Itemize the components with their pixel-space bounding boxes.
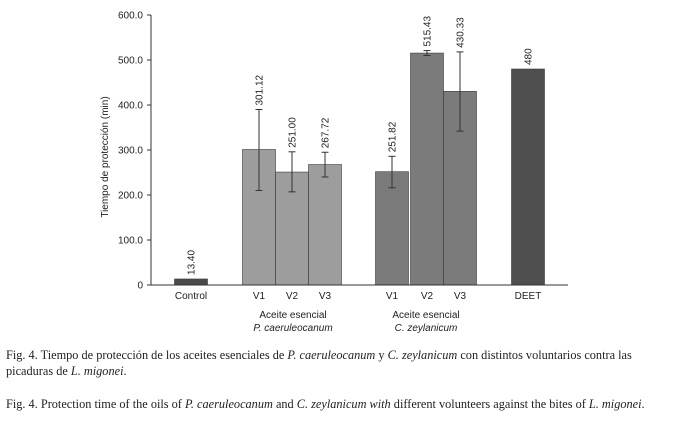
y-axis-label: Tiempo de protección (min) <box>100 96 111 217</box>
caption-en-species-3: L. migonei <box>588 397 642 411</box>
caption-es-text-1: Fig. 4. Tiempo de protección de los acei… <box>6 348 288 362</box>
caption-en-text-1: Fig. 4. Protection time of the oils of <box>6 397 185 411</box>
x-tick-label: V3 <box>454 291 467 302</box>
group-1-label-line1: Aceite esencial <box>259 310 326 321</box>
x-tick-label: DEET <box>515 291 542 302</box>
error-bar <box>388 155 396 189</box>
value-label: 267.72 <box>321 117 332 148</box>
caption-en-species-1: P. caeruleocanum <box>184 397 273 411</box>
caption-en-text-2: and <box>272 397 297 411</box>
caption-es-species-3: L. migonei <box>70 364 124 378</box>
value-label: 13.40 <box>187 250 198 275</box>
x-tick-label: V3 <box>319 291 332 302</box>
value-label: 480 <box>524 48 535 65</box>
value-label: 301.12 <box>255 74 266 105</box>
bar-deet-7 <box>511 68 545 286</box>
caption-en-text-3: different volunteers against the bites o… <box>390 397 589 411</box>
caption-english: Fig. 4. Protection time of the oils of P… <box>6 396 666 412</box>
caption-en-species-2: C. zeylanicum with <box>296 397 391 411</box>
group-1-label-line2: P. caeruleocanum <box>253 323 332 334</box>
bar-chart: Tiempo de protección (min) 0 100.0 200.0 30… <box>100 11 568 334</box>
value-label: 251.82 <box>388 121 399 152</box>
x-tick-label: Control <box>175 291 207 302</box>
value-label: 430.33 <box>456 17 467 48</box>
y-tick-label: 600.0 <box>118 11 143 22</box>
caption-es-text-2: y <box>375 348 388 362</box>
caption-spanish: Fig. 4. Tiempo de protección de los acei… <box>6 347 666 379</box>
caption-es-species-1: P. caeruleocanum <box>287 348 376 362</box>
caption-es-species-2: C. zeylanicum <box>387 348 458 362</box>
error-bar <box>456 51 464 132</box>
y-tick-label: 500.0 <box>118 56 143 67</box>
x-tick-label: V1 <box>386 291 399 302</box>
bar-v2-5 <box>410 52 444 286</box>
caption-en-text-4: . <box>641 397 645 411</box>
y-tick-label: 200.0 <box>118 191 143 202</box>
y-tick-label: 400.0 <box>118 101 143 112</box>
y-tick-label: 100.0 <box>118 236 143 247</box>
value-label: 251.00 <box>288 117 299 148</box>
x-tick-label: V1 <box>253 291 266 302</box>
bar-control-0 <box>174 278 208 286</box>
bar-v1-4 <box>375 171 409 286</box>
bar-v3-3 <box>308 164 342 286</box>
group-2-label-line1: Aceite esencial <box>392 310 459 321</box>
caption-es-text-4: . <box>123 364 127 378</box>
group-2-label-line2: C. zeylanicum <box>395 323 458 334</box>
error-bar <box>255 109 263 191</box>
y-tick-label: 0 <box>137 281 143 292</box>
x-tick-label: V2 <box>421 291 434 302</box>
error-bar <box>288 151 296 193</box>
error-bar <box>423 50 431 56</box>
value-label: 515.43 <box>423 16 434 47</box>
caption-es-text-3: con distintos voluntarios contra las pic… <box>6 348 632 378</box>
x-tick-label: V2 <box>286 291 299 302</box>
y-tick-label: 300.0 <box>118 146 143 157</box>
error-bar <box>321 151 329 178</box>
